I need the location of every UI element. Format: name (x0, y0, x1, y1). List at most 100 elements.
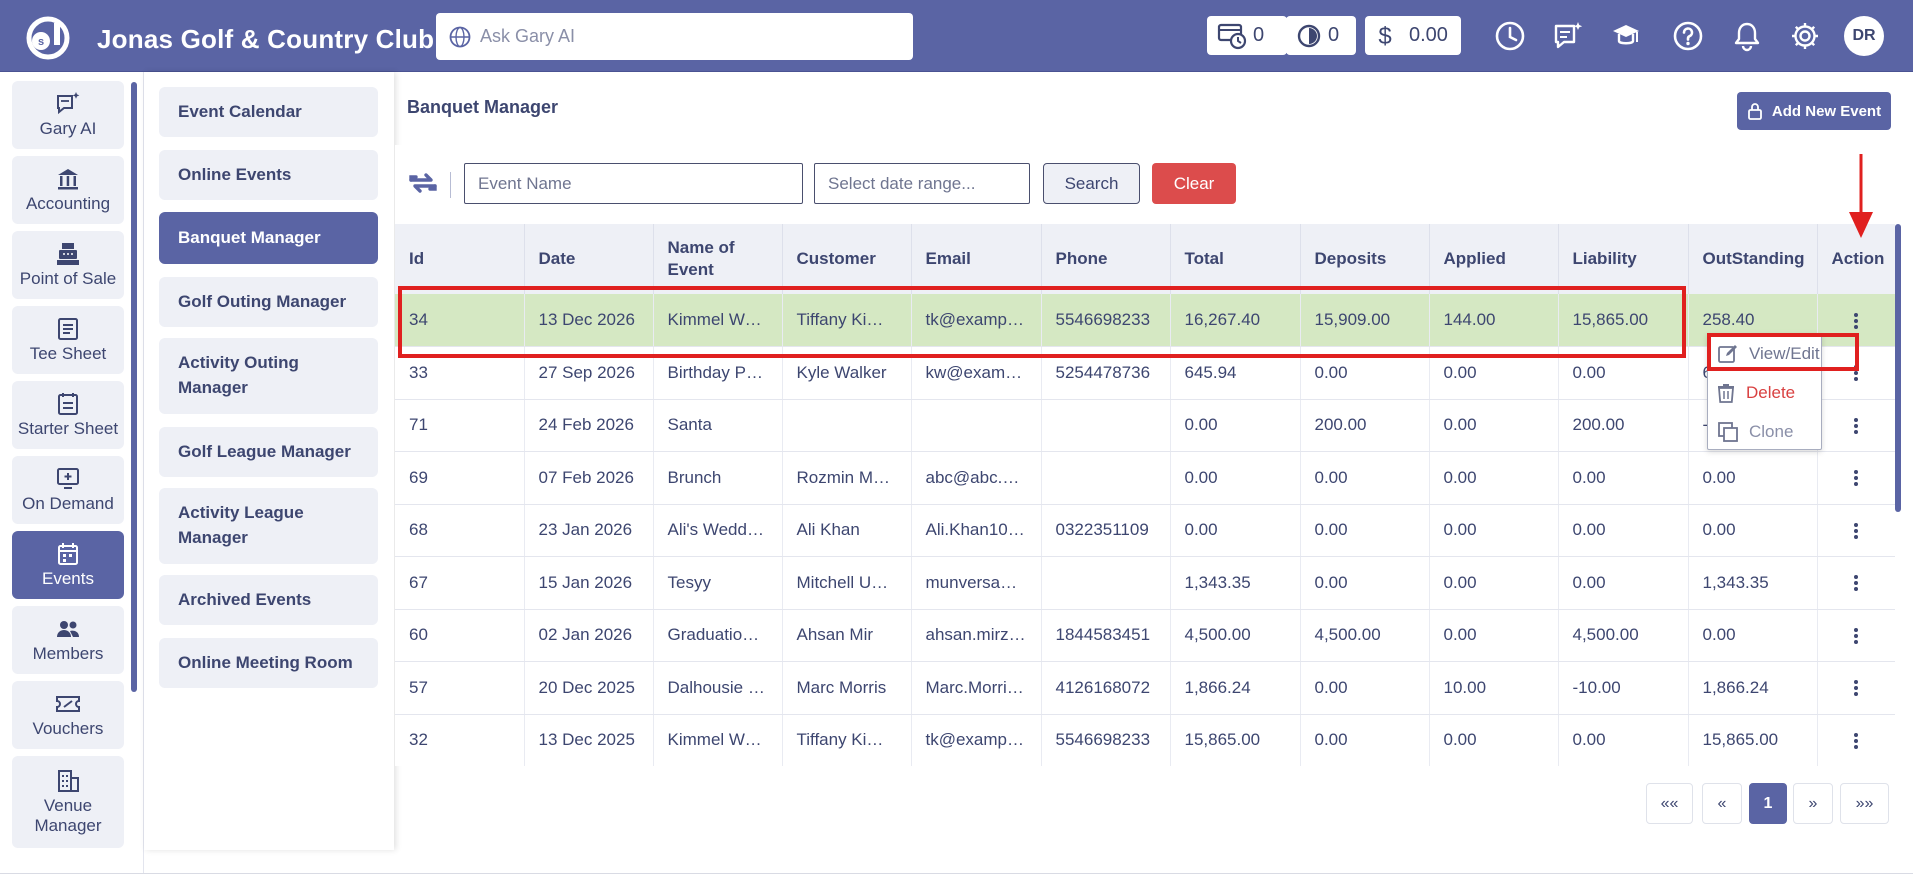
col-customer[interactable]: Customer (782, 224, 912, 294)
col-deposits[interactable]: Deposits (1300, 224, 1430, 294)
submenu-golf-outing-manager[interactable]: Golf Outing Manager (159, 277, 378, 327)
user-avatar[interactable]: DR (1844, 16, 1884, 56)
note-sparkle-icon (1554, 22, 1583, 49)
table-row[interactable]: 69 07 Feb 2026 Brunch Rozmin Malik abc@abc.c… (395, 451, 1895, 505)
col-email[interactable]: Email (911, 224, 1042, 294)
kebab-menu-icon[interactable] (1853, 679, 1859, 697)
submenu-archived-events[interactable]: Archived Events (159, 575, 378, 625)
col-name-of-event[interactable]: Name of Event (653, 224, 783, 294)
submenu-banquet-manager[interactable]: Banquet Manager (159, 212, 378, 264)
col-action: Action (1817, 224, 1895, 294)
refresh-icon[interactable] (407, 168, 439, 198)
balance-counter[interactable]: $ 0.00 (1365, 16, 1461, 55)
kebab-menu-icon[interactable] (1853, 574, 1859, 592)
action-view-edit[interactable]: View/Edit (1708, 336, 1821, 372)
submenu-online-meeting-room[interactable]: Online Meeting Room (159, 638, 378, 688)
row-action-cell[interactable] (1817, 294, 1895, 347)
col-applied[interactable]: Applied (1429, 224, 1559, 294)
pagination-first[interactable]: «« (1646, 783, 1693, 824)
action-clone[interactable]: Clone (1708, 414, 1821, 450)
tee-time-counter[interactable]: 0 (1207, 16, 1287, 55)
cell-deposits: 0.00 (1300, 346, 1430, 400)
cell-email: abc@abc.com (911, 451, 1042, 505)
row-action-cell[interactable] (1817, 504, 1895, 557)
kebab-menu-icon[interactable] (1853, 312, 1859, 330)
notifications-button[interactable] (1729, 18, 1765, 54)
table-row[interactable]: 68 23 Jan 2026 Ali's Wedding Ali Khan Ali.Kh… (395, 504, 1895, 557)
timer-counter[interactable]: 0 (1286, 16, 1356, 55)
kebab-menu-icon[interactable] (1853, 627, 1859, 645)
pagination-page-1[interactable]: 1 (1749, 783, 1787, 824)
event-name-input[interactable] (464, 163, 803, 204)
nav-events[interactable]: Events (12, 531, 124, 599)
nav-point-of-sale[interactable]: Point of Sale (12, 231, 124, 299)
col-date[interactable]: Date (524, 224, 654, 294)
notes-ai-button[interactable] (1550, 18, 1586, 54)
nav-on-demand[interactable]: On Demand (12, 456, 124, 524)
row-action-cell[interactable] (1817, 451, 1895, 505)
pagination-next[interactable]: » (1793, 783, 1833, 824)
table-scrollbar[interactable] (1895, 224, 1901, 512)
date-range-input[interactable] (814, 163, 1030, 204)
nav-starter-sheet[interactable]: Starter Sheet (12, 381, 124, 449)
cell-name-of-event: Tesyy (653, 556, 783, 610)
settings-button[interactable] (1787, 18, 1823, 54)
submenu-event-calendar[interactable]: Event Calendar (159, 87, 378, 137)
col-phone[interactable]: Phone (1041, 224, 1171, 294)
nav-accounting[interactable]: Accounting (12, 156, 124, 224)
kebab-menu-icon[interactable] (1853, 522, 1859, 540)
ask-gary-search[interactable] (436, 13, 913, 60)
cell-name-of-event: Santa (653, 399, 783, 452)
row-action-cell[interactable] (1817, 346, 1895, 400)
nav-tee-sheet[interactable]: Tee Sheet (12, 306, 124, 374)
col-liability[interactable]: Liability (1558, 224, 1689, 294)
nav-venue-manager[interactable]: Venue Manager (12, 756, 124, 848)
timer-count: 0 (1328, 24, 1340, 46)
search-button[interactable]: Search (1043, 163, 1140, 204)
row-action-cell[interactable] (1817, 714, 1895, 766)
cell-date: 15 Jan 2026 (524, 556, 654, 610)
cell-customer (782, 399, 912, 452)
col-outstanding[interactable]: OutStanding (1688, 224, 1818, 294)
pagination-last[interactable]: »» (1840, 783, 1889, 824)
nav-vouchers[interactable]: Vouchers (12, 681, 124, 749)
col-id[interactable]: Id (395, 224, 525, 294)
clear-button[interactable]: Clear (1152, 163, 1236, 204)
nav-gary-ai[interactable]: Gary AI (12, 81, 124, 149)
submenu-activity-league-manager[interactable]: Activity League Manager (159, 488, 378, 564)
table-row[interactable]: 33 27 Sep 2026 Birthday Party Kyle Walker kw… (395, 346, 1895, 400)
row-action-cell[interactable] (1817, 399, 1895, 452)
history-button[interactable] (1492, 18, 1528, 54)
pagination-prev[interactable]: « (1702, 783, 1742, 824)
kebab-menu-icon[interactable] (1853, 417, 1859, 435)
col-total[interactable]: Total (1170, 224, 1301, 294)
kebab-menu-icon[interactable] (1853, 364, 1859, 382)
cell-liability: 200.00 (1558, 399, 1689, 452)
ask-gary-input[interactable] (480, 23, 900, 49)
add-new-event-button[interactable]: Add New Event (1737, 92, 1891, 130)
rail-scrollbar[interactable] (131, 82, 137, 692)
row-action-cell[interactable] (1817, 661, 1895, 715)
kebab-menu-icon[interactable] (1853, 732, 1859, 750)
cell-total: 0.00 (1170, 399, 1301, 452)
submenu-activity-outing-manager[interactable]: Activity Outing Manager (159, 338, 378, 414)
kebab-menu-icon[interactable] (1853, 469, 1859, 487)
action-delete[interactable]: Delete (1708, 375, 1821, 411)
cell-deposits: 15,909.00 (1300, 294, 1430, 347)
cell-customer: Tiffany Kimmel (782, 714, 912, 766)
add-new-event-label: Add New Event (1771, 102, 1882, 120)
submenu-online-events[interactable]: Online Events (159, 150, 378, 200)
help-button[interactable] (1670, 18, 1706, 54)
row-action-cell[interactable] (1817, 609, 1895, 662)
row-action-cell[interactable] (1817, 556, 1895, 610)
nav-members[interactable]: Members (12, 606, 124, 674)
club-logo-icon[interactable]: s (26, 15, 78, 61)
submenu-golf-league-manager[interactable]: Golf League Manager (159, 427, 378, 477)
academy-button[interactable] (1608, 18, 1644, 54)
